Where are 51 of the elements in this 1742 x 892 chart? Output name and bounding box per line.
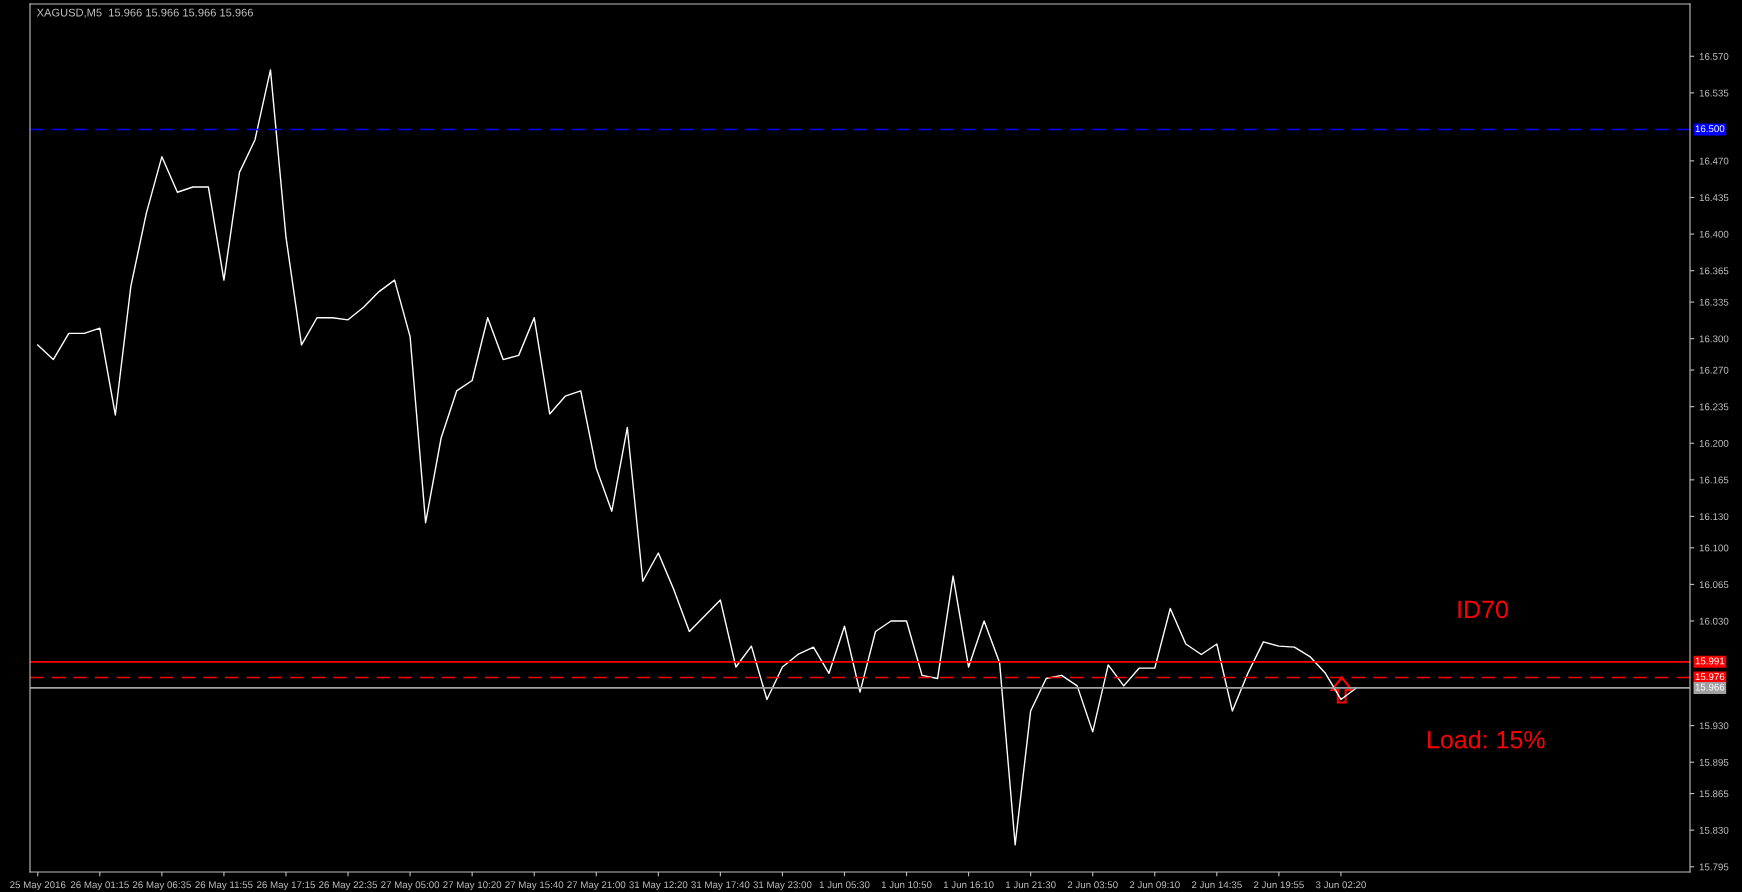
y-tick-label: 16.165 (1699, 476, 1729, 484)
ref-line-label: 15.966 (1695, 683, 1725, 691)
x-tick-label: 26 May 17:15 (257, 881, 316, 891)
y-tick-label: 16.535 (1699, 89, 1729, 97)
x-tick-label: 26 May 01:15 (70, 881, 129, 891)
x-tick-label: 26 May 22:35 (319, 881, 378, 891)
x-tick-label: 2 Jun 19:55 (1253, 881, 1304, 889)
x-tick-label: 1 Jun 05:30 (819, 881, 870, 889)
ref-line-label: 15.991 (1695, 657, 1725, 665)
annotation: ID70 (1458, 600, 1508, 619)
x-tick-label: 1 Jun 10:50 (881, 881, 932, 889)
x-tick-label: 27 May 05:00 (381, 881, 440, 891)
x-tick-label: 3 Jun 02:20 (1315, 881, 1366, 889)
x-tick-label: 1 Jun 16:10 (943, 881, 994, 889)
y-tick-label: 16.030 (1699, 617, 1729, 625)
y-tick-label: 16.300 (1699, 335, 1729, 343)
y-tick-label: 16.365 (1699, 267, 1729, 275)
x-tick-label: 26 May 11:55 (195, 881, 253, 891)
y-tick-label: 15.795 (1699, 863, 1729, 871)
y-tick-label: 16.570 (1699, 53, 1729, 60)
x-tick-label: 2 Jun 03:50 (1067, 881, 1118, 889)
line-series (37, 69, 1358, 846)
x-tick-label: 26 May 06:35 (132, 881, 191, 891)
y-tick-label: 16.065 (1699, 581, 1729, 589)
x-tick-label: 25 May 2016 (10, 881, 66, 891)
x-tick-label: 27 May 21:00 (567, 881, 626, 891)
x-tick-label: 27 May 15:40 (505, 881, 564, 891)
y-tick-label: 16.335 (1699, 298, 1729, 306)
y-tick-label: 16.435 (1699, 194, 1729, 202)
x-tick-label: 2 Jun 14:35 (1191, 881, 1242, 889)
y-tick-label: 16.235 (1699, 403, 1729, 411)
y-tick-label: 16.100 (1699, 544, 1729, 552)
ref-line-label: 16.500 (1695, 125, 1725, 133)
x-tick-label: 31 May 12:20 (629, 881, 688, 891)
y-tick-label: 16.470 (1699, 157, 1729, 165)
ref-line-label: 15.976 (1695, 673, 1725, 681)
y-tick-label: 16.270 (1699, 366, 1729, 374)
annotation: Load: 15% (1428, 730, 1545, 749)
y-tick-label: 16.130 (1699, 513, 1729, 521)
y-tick-label: 16.200 (1699, 439, 1729, 447)
y-tick-label: 15.895 (1699, 758, 1729, 766)
chart-title: XAGUSD,M5 15.966 15.966 15.966 15.966 (36, 8, 253, 18)
y-tick-label: 16.400 (1699, 230, 1729, 238)
y-tick-label: 15.930 (1699, 722, 1729, 730)
x-tick-label: 1 Jun 21:30 (1005, 881, 1056, 889)
x-tick-label: 31 May 17:40 (691, 881, 750, 891)
x-tick-label: 27 May 10:20 (443, 881, 502, 891)
x-tick-label: 2 Jun 09:10 (1129, 881, 1180, 889)
x-tick-label: 31 May 23:00 (753, 881, 812, 891)
y-tick-label: 15.830 (1699, 826, 1729, 834)
y-tick-label: 15.865 (1699, 790, 1729, 798)
